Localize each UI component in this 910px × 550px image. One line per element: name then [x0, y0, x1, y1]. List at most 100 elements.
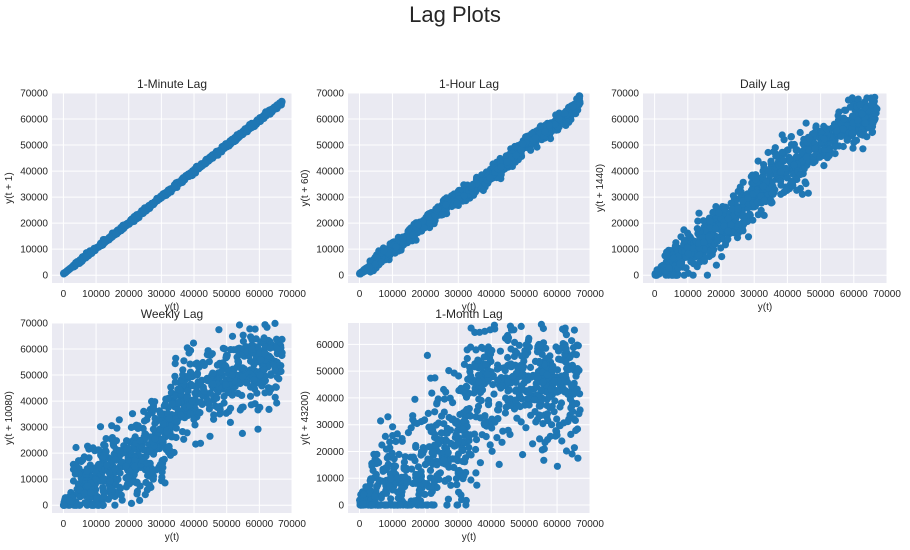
scatter-point: [539, 378, 547, 386]
scatter-point: [389, 486, 397, 494]
scatter-point: [685, 231, 693, 240]
scatter-point: [407, 424, 415, 432]
scatter-point: [687, 258, 695, 266]
scatter-point: [767, 196, 775, 204]
scatter-point: [395, 450, 403, 458]
y-tick-label: 60000: [20, 345, 48, 356]
scatter-point: [488, 346, 496, 355]
scatter-point: [373, 457, 381, 465]
scatter-point: [529, 440, 537, 448]
y-axis-label: y(t + 60): [300, 170, 311, 207]
scatter-point: [221, 345, 229, 353]
scatter-point: [135, 212, 143, 220]
scatter-point: [421, 416, 429, 424]
scatter-point: [501, 367, 509, 375]
scatter-point: [724, 227, 732, 235]
scatter-point: [228, 332, 237, 340]
scatter-point: [452, 419, 460, 427]
scatter-point: [191, 389, 199, 397]
scatter-point: [805, 146, 813, 154]
scatter-point: [208, 350, 216, 358]
scatter-point: [269, 106, 277, 114]
scatter-point: [739, 178, 747, 186]
x-tick-label: 60000: [840, 289, 868, 300]
x-tick-label: 30000: [740, 289, 768, 300]
scatter-point: [460, 386, 468, 394]
scatter-point: [96, 423, 105, 431]
scatter-point: [230, 346, 238, 354]
scatter-point: [428, 501, 436, 509]
scatter-point: [238, 391, 246, 399]
scatter-point: [502, 152, 510, 160]
scatter-point: [497, 171, 505, 179]
scatter-point: [858, 110, 866, 118]
scatter-point: [699, 217, 708, 225]
x-tick-label: 50000: [510, 289, 538, 300]
scatter-point: [536, 435, 544, 443]
y-axis-label: y(t + 1): [4, 172, 15, 203]
scatter-point: [149, 199, 158, 207]
scatter-point: [102, 448, 110, 456]
lag-plot-2: 0 10000 20000 30000 40000 50000 60000 700000100…: [300, 77, 604, 313]
scatter-point: [810, 129, 818, 137]
scatter-point: [754, 157, 762, 165]
scatter-point: [575, 410, 583, 418]
scatter-point: [513, 414, 521, 422]
scatter-point: [365, 263, 373, 271]
scatter-point: [414, 220, 422, 229]
scatter-point: [849, 144, 857, 152]
scatter-point: [540, 456, 548, 464]
x-tick-label: 20000: [411, 519, 439, 530]
scatter-point: [159, 420, 167, 428]
scatter-point: [452, 475, 460, 483]
scatter-point: [507, 363, 515, 371]
scatter-point: [727, 199, 735, 207]
scatter-point: [392, 243, 400, 251]
scatter-point: [873, 105, 881, 113]
scatter-point: [793, 186, 801, 194]
y-tick-label: 40000: [316, 167, 344, 178]
scatter-point: [119, 221, 128, 229]
scatter-point: [206, 432, 214, 440]
scatter-point: [488, 447, 496, 455]
scatter-point: [386, 438, 394, 446]
y-tick-label: 30000: [20, 193, 48, 204]
scatter-point: [561, 371, 570, 379]
scatter-point: [146, 447, 154, 455]
scatter-point: [149, 466, 157, 474]
scatter-point: [456, 410, 464, 419]
scatter-point: [504, 387, 512, 395]
scatter-points: [59, 319, 286, 509]
scatter-point: [809, 159, 818, 167]
scatter-point: [196, 439, 205, 447]
scatter-point: [215, 326, 223, 334]
scatter-point: [200, 361, 208, 369]
scatter-point: [562, 121, 570, 129]
scatter-point: [479, 186, 487, 195]
scatter-point: [146, 481, 154, 489]
scatter-point: [541, 128, 549, 136]
scatter-point: [82, 499, 90, 507]
scatter-point: [377, 417, 385, 425]
x-tick-label: 10000: [379, 289, 407, 300]
x-axis-label: y(t): [462, 532, 476, 543]
scatter-point: [71, 259, 80, 267]
scatter-point: [178, 428, 187, 436]
scatter-point: [498, 438, 506, 446]
scatter-point: [184, 387, 192, 395]
scatter-point: [140, 207, 148, 215]
scatter-point: [467, 324, 475, 332]
y-axis-label: y(t + 43200): [300, 391, 311, 445]
scatter-point: [537, 320, 546, 328]
scatter-point: [800, 165, 808, 173]
y-tick-label: 20000: [20, 449, 48, 460]
scatter-point: [562, 358, 570, 366]
scatter-point: [509, 372, 517, 381]
scatter-point: [437, 211, 446, 219]
scatter-point: [273, 344, 281, 352]
scatter-point: [80, 453, 88, 461]
scatter-point: [438, 412, 446, 420]
x-tick-label: 50000: [807, 289, 835, 300]
y-tick-label: 10000: [316, 474, 344, 485]
x-tick-label: 70000: [576, 289, 604, 300]
